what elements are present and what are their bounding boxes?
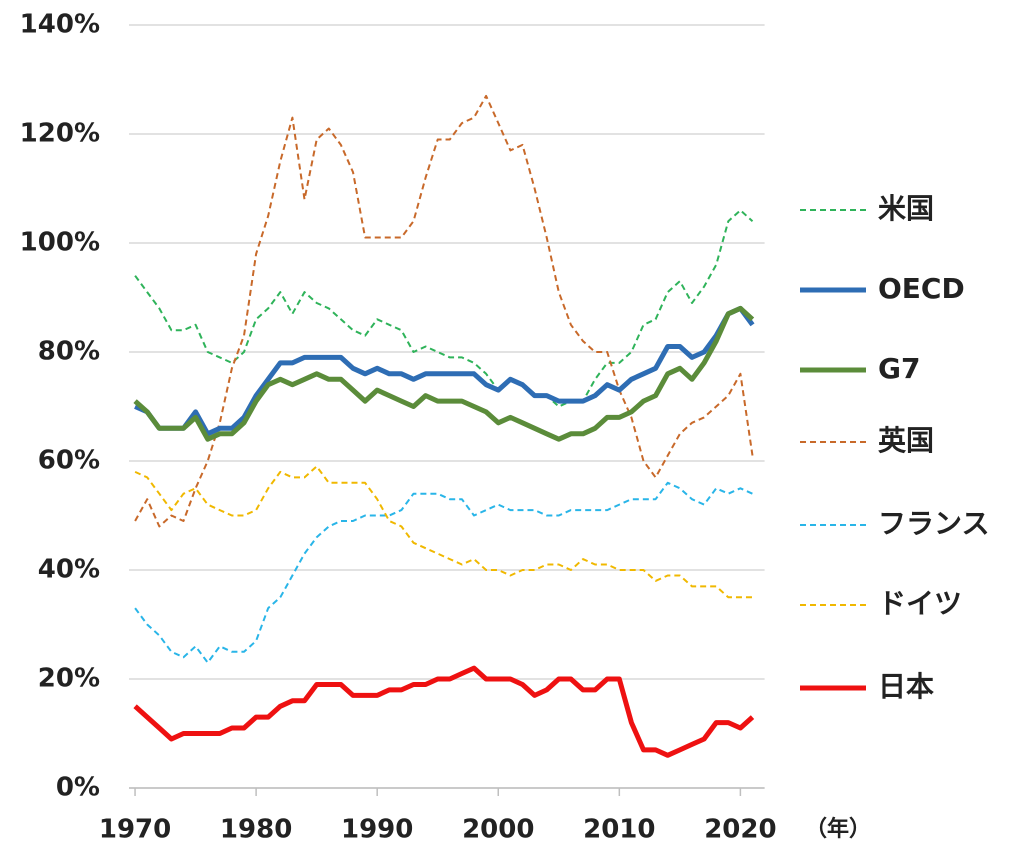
- legend-label: ドイツ: [878, 587, 962, 620]
- legend-label: 日本: [878, 670, 934, 703]
- x-tick-label: 1970: [99, 815, 171, 845]
- x-tick-label: 2010: [583, 815, 655, 845]
- legend-label: OECD: [878, 272, 965, 305]
- series-line: [133, 665, 755, 758]
- legend-label: 米国: [878, 192, 934, 225]
- legend-label: フランス: [878, 507, 989, 540]
- legend-label: G7: [878, 352, 920, 385]
- series-line: [134, 465, 753, 599]
- series-line: [134, 94, 754, 528]
- y-tick-label: 60%: [38, 446, 100, 476]
- y-tick-label: 140%: [20, 10, 100, 40]
- y-tick-label: 120%: [20, 119, 100, 149]
- series-line: [134, 481, 753, 664]
- legend-label: 英国: [878, 424, 934, 457]
- x-tick-label: 1980: [220, 815, 292, 845]
- series-line: [133, 305, 755, 442]
- series-line: [134, 305, 755, 437]
- x-tick-label: 1990: [341, 815, 413, 845]
- y-tick-label: 80%: [38, 337, 100, 367]
- series-line: [134, 209, 754, 408]
- y-tick-label: 100%: [20, 228, 100, 258]
- y-tick-label: 20%: [38, 664, 100, 694]
- x-tick-label: 2000: [462, 815, 534, 845]
- x-unit-label: （年）: [805, 816, 871, 842]
- y-tick-label: 40%: [38, 555, 100, 585]
- y-tick-label: 0%: [56, 773, 100, 803]
- x-tick-label: 2020: [704, 815, 776, 845]
